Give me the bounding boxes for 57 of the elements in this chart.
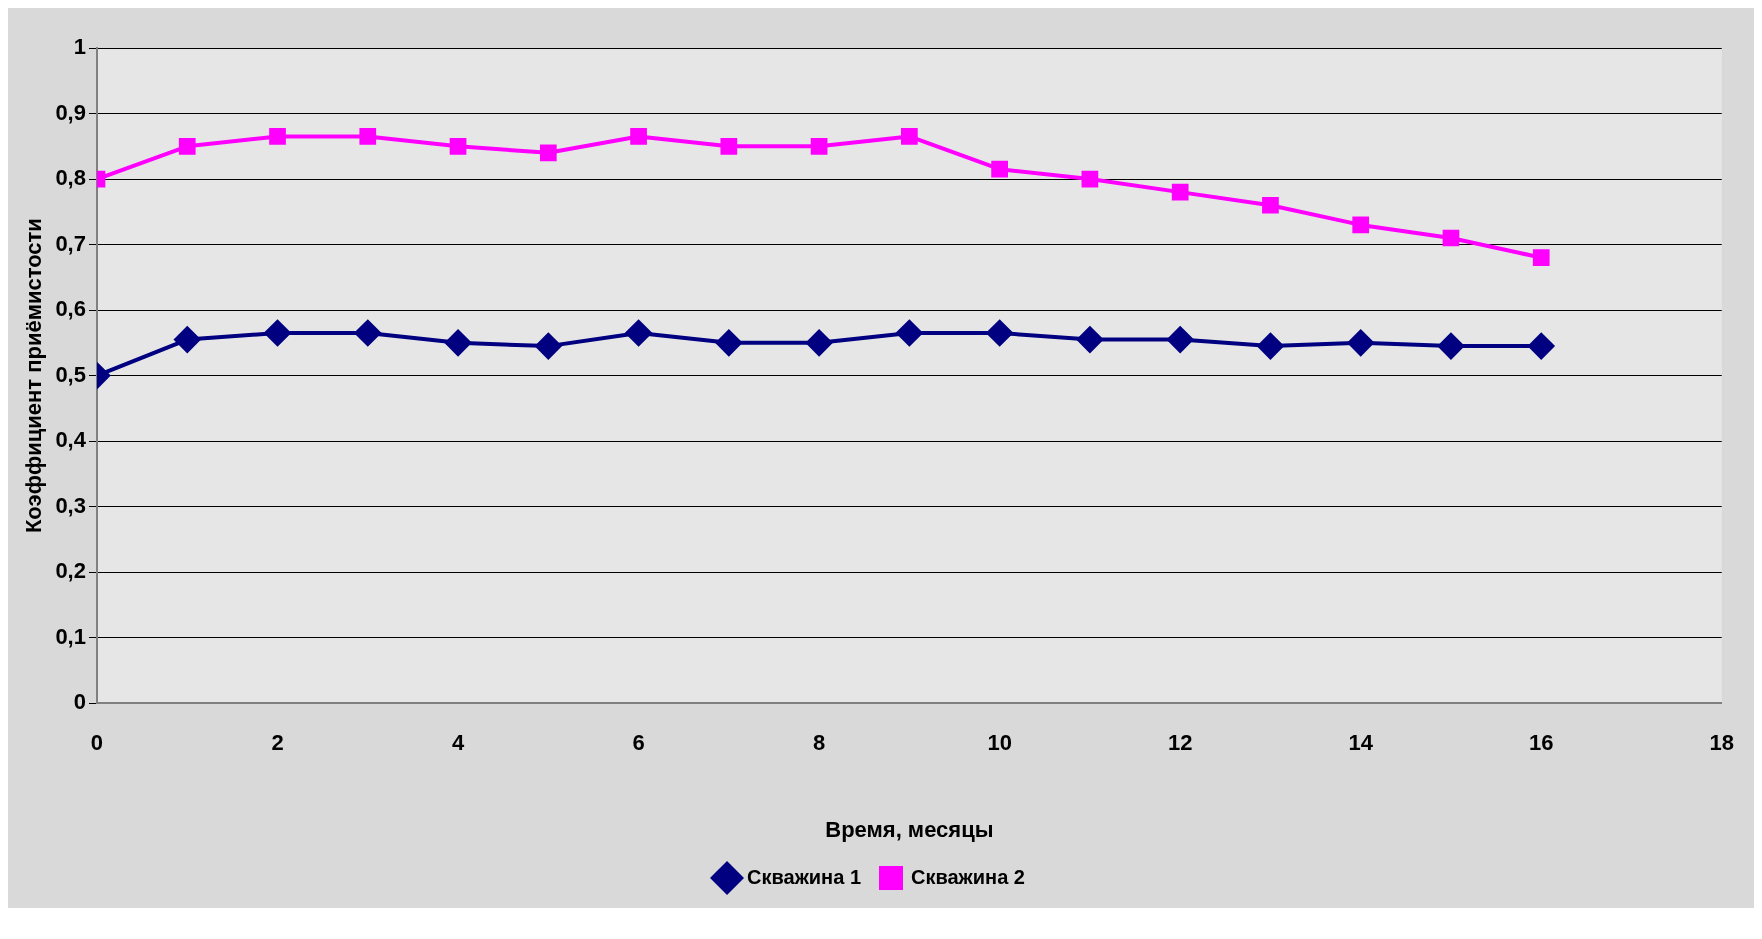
y-tick-label: 0,7 <box>55 230 86 256</box>
y-tick-label: 0,8 <box>55 165 86 191</box>
point <box>445 329 472 356</box>
y-tick-label: 0,6 <box>55 296 86 322</box>
point <box>1347 329 1374 356</box>
point <box>449 137 467 155</box>
point <box>1171 183 1189 201</box>
x-tick-label: 2 <box>271 730 284 756</box>
point <box>715 329 742 356</box>
point <box>625 320 652 347</box>
y-tick-label: 0 <box>73 689 86 715</box>
y-axis-title: Коэффициент приёмистости <box>21 218 47 534</box>
point <box>810 137 828 155</box>
point <box>535 333 562 360</box>
point <box>1167 326 1194 353</box>
legend-label: Скважина 1 <box>747 865 861 888</box>
point <box>1528 333 1555 360</box>
point <box>896 320 923 347</box>
point <box>1442 229 1460 247</box>
point <box>720 137 738 155</box>
point <box>539 144 557 162</box>
x-tick-label: 8 <box>812 730 826 756</box>
point <box>1352 216 1370 234</box>
x-tick-label: 12 <box>1167 730 1193 756</box>
x-tick-label: 16 <box>1528 730 1554 756</box>
y-tick-label: 0,2 <box>55 558 86 584</box>
y-tick-label: 0,1 <box>55 623 86 649</box>
x-tick-label: 6 <box>632 730 645 756</box>
point <box>174 326 201 353</box>
point <box>354 320 381 347</box>
point <box>991 160 1008 178</box>
x-tick-label: 18 <box>1709 730 1735 756</box>
point <box>264 320 291 347</box>
point <box>1081 170 1099 188</box>
y-tick-label: 0,4 <box>55 427 87 453</box>
point <box>1532 249 1550 267</box>
x-tick-label: 10 <box>987 730 1012 756</box>
point <box>1257 333 1284 360</box>
legend-label: Скважина 2 <box>911 865 1025 888</box>
x-tick-label: 4 <box>451 730 465 756</box>
point <box>901 128 918 145</box>
x-axis-title: Время, месяцы <box>825 816 994 842</box>
point <box>630 128 647 145</box>
y-tick-label: 0,5 <box>55 361 86 387</box>
point <box>359 128 377 145</box>
point <box>806 329 833 356</box>
y-tick-label: 0,3 <box>55 492 86 518</box>
point <box>1076 326 1103 353</box>
x-tick-label: 0 <box>90 730 104 756</box>
y-tick-label: 1 <box>73 34 86 60</box>
point <box>1437 333 1464 360</box>
point <box>1262 196 1279 214</box>
y-tick-label: 0,9 <box>55 99 86 125</box>
point <box>178 137 196 155</box>
point <box>269 128 286 145</box>
point <box>986 320 1013 347</box>
x-tick-label: 14 <box>1348 730 1374 756</box>
